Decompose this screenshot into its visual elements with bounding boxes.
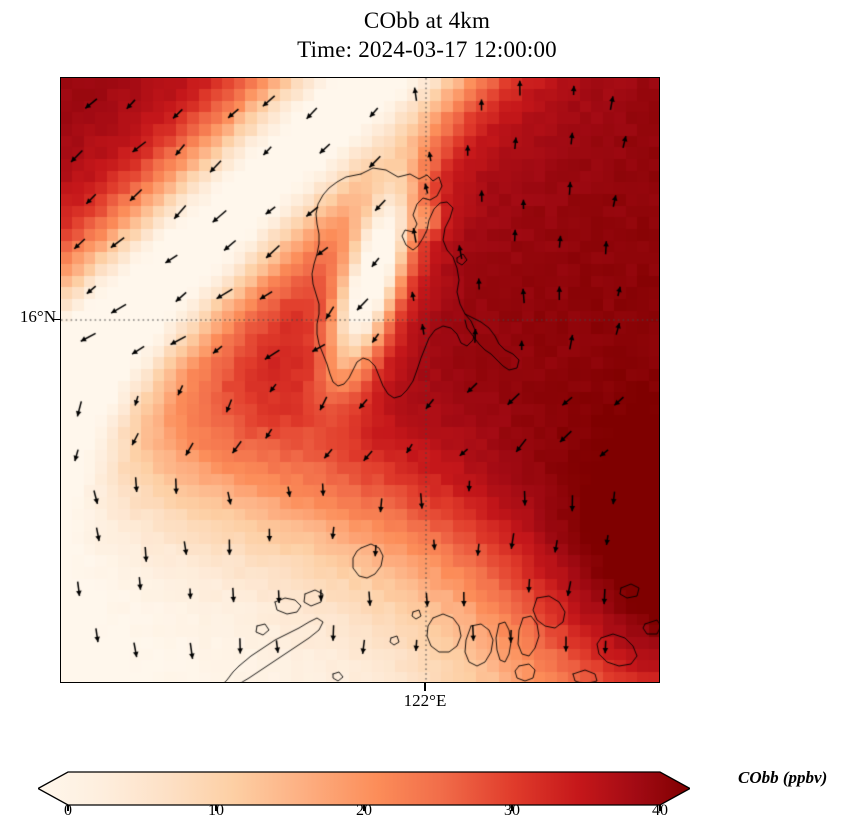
x-axis-tick-label-122e: 122°E [403,691,447,710]
colorbar-tick-mark [659,805,661,811]
page-title: CObb at 4km Time: 2024-03-17 12:00:00 [0,6,854,64]
co-concentration-heatmap [61,78,659,682]
colorbar-tick-label-20: 20 [356,802,372,819]
map-plot-area[interactable] [60,77,660,683]
y-axis-tick-label-16n: 16°N [19,307,56,326]
colorbar-tick-label-10: 10 [208,802,224,819]
colorbar-unit-label: CObb (ppbv) [738,768,828,787]
colorbar-tick-mark [67,805,69,811]
colorbar-tick-mark [511,805,513,811]
colorbar-tick-label-30: 30 [504,802,520,819]
y-axis-tick-mark [52,318,60,320]
title-time-line: Time: 2024-03-17 12:00:00 [297,37,557,62]
colorbar-tick-label-0: 0 [64,802,72,819]
title-variable-line: CObb at 4km [363,8,491,33]
colorbar-tick-mark [363,805,365,811]
x-axis-tick-mark [424,683,426,691]
colorbar-tick-mark [215,805,217,811]
colorbar-tick-label-40: 40 [652,802,668,819]
